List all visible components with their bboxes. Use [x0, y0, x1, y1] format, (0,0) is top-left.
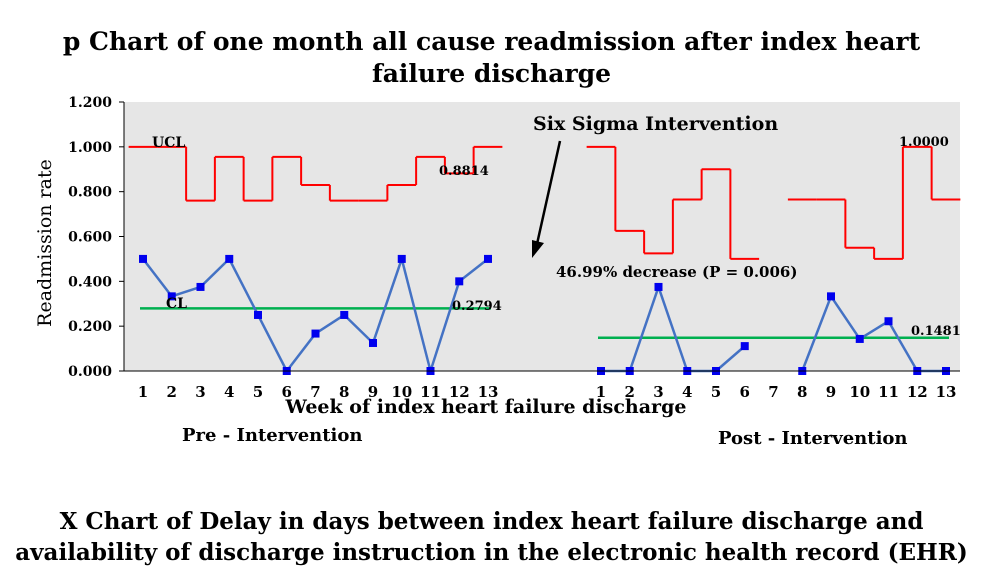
chart-title-line-2: failure discharge: [371, 59, 612, 88]
pre-series-segment: [142, 258, 173, 298]
post-x-tick-label: 12: [907, 383, 928, 401]
pre-x-tick-label: 5: [253, 383, 263, 401]
post-series-segment: [628, 286, 660, 372]
post-x-tick-label: 8: [797, 383, 807, 401]
pre-x-tick-label: 12: [449, 383, 470, 401]
pre-data-point: [139, 254, 147, 263]
post-x-tick-label: 7: [768, 383, 778, 401]
pre-x-tick-label: 4: [224, 383, 234, 401]
y-tick-label: 1.000: [68, 140, 112, 156]
x-chart-title: X Chart of Delay in days between index h…: [0, 506, 983, 568]
y-tick-label: 0.800: [68, 185, 112, 201]
post-x-tick-label: 1: [596, 383, 606, 401]
y-tick-label: 0.200: [68, 319, 112, 335]
pre-series-segment: [343, 314, 374, 344]
pre-series-segment: [199, 258, 231, 288]
y-tick-label: 0.600: [68, 230, 112, 246]
pre-x-tick-label: 7: [310, 383, 320, 401]
post-series-segment: [829, 295, 861, 340]
pre-series-segment: [371, 258, 403, 344]
post-x-tick-label: 6: [740, 383, 750, 401]
x-chart-title-line-1: X Chart of Delay in days between index h…: [59, 508, 924, 535]
post-data-point: [884, 317, 893, 326]
pre-series-segment: [171, 285, 201, 298]
pre-x-tick-label: 6: [282, 383, 292, 401]
pre-x-tick-label: 10: [391, 383, 412, 401]
pre-data-point: [225, 254, 234, 263]
post-series-segment: [715, 345, 746, 372]
y-tick-label: 0.400: [68, 274, 112, 290]
post-x-tick-label: 10: [849, 383, 870, 401]
post-series-segment: [801, 295, 833, 372]
pre-data-point: [340, 310, 349, 319]
chart-title-line-1: p Chart of one month all cause readmissi…: [62, 27, 921, 56]
cl-label: CL: [166, 296, 187, 312]
decrease-label: 46.99% decrease (P = 0.006): [556, 263, 797, 281]
intervention-label: Six Sigma Intervention: [533, 113, 778, 135]
pre-series-segment: [400, 258, 432, 372]
pre-series-segment: [314, 313, 345, 335]
x-chart-title-line-2: availability of discharge instruction in…: [15, 539, 968, 566]
pre-series-segment: [285, 332, 317, 372]
post-x-tick-label: 2: [625, 383, 635, 401]
pre-series-segment: [458, 257, 489, 283]
pre-data-point: [196, 282, 205, 291]
pre-x-tick-label: 2: [167, 383, 177, 401]
y-tick-label: 1.200: [68, 95, 112, 111]
post-series-segment: [859, 320, 890, 341]
post-x-tick-label: 4: [682, 383, 692, 401]
pre-series-segment: [228, 258, 260, 316]
post-ucl-value-label: 1.0000: [899, 135, 949, 150]
pre-data-point: [311, 329, 320, 338]
pre-x-tick-label: 11: [420, 383, 441, 401]
pre-x-tick-label: 3: [195, 383, 205, 401]
pre-data-point: [455, 277, 464, 286]
pre-intervention-label: Pre - Intervention: [182, 425, 362, 446]
y-tick-label: 0.000: [68, 364, 112, 380]
pre-data-point: [369, 338, 377, 347]
pre-x-tick-label: 9: [368, 383, 378, 401]
post-x-tick-label: 9: [826, 383, 836, 401]
post-data-point: [654, 282, 663, 291]
post-series-segment: [887, 320, 919, 372]
x-axis-label: Week of index heart failure discharge: [285, 396, 687, 418]
p-chart: 0.000 0.200 0.400 0.600 0.800 1.000 1.200 Readm…: [34, 95, 961, 449]
pre-x-tick-label: 8: [339, 383, 349, 401]
post-intervention-label: Post - Intervention: [718, 428, 908, 449]
post-data-point: [740, 342, 749, 351]
post-x-tick-label: 5: [711, 383, 721, 401]
chart-title: p Chart of one month all cause readmissi…: [0, 26, 983, 90]
pre-x-tick-label: 1: [138, 383, 148, 401]
pre-x-tick-label: 13: [478, 383, 499, 401]
post-x-tick-label: 13: [936, 383, 957, 401]
intervention-arrowhead: [532, 240, 544, 258]
intervention-arrow: [535, 140, 562, 245]
pre-series-segment: [429, 280, 461, 372]
pre-data-point: [254, 310, 262, 319]
pre-data-point: [397, 254, 406, 263]
post-x-tick-label: 11: [878, 383, 899, 401]
post-x-tick-label: 3: [653, 383, 663, 401]
pre-data-point: [484, 254, 492, 263]
post-cl-value-label: 0.1481: [911, 324, 961, 339]
y-axis-label: Readmission rate: [34, 159, 56, 327]
post-data-point: [827, 292, 835, 301]
post-data-point: [855, 334, 864, 343]
pre-data-point: [167, 292, 176, 301]
pre-series-segment: [256, 314, 288, 372]
pre-cl-value-label: 0.2794: [452, 299, 502, 314]
pre-ucl-value-label: 0.8814: [439, 164, 489, 179]
ucl-label: UCL: [152, 135, 185, 151]
plot-area: [124, 102, 960, 371]
post-series-segment: [657, 286, 689, 372]
